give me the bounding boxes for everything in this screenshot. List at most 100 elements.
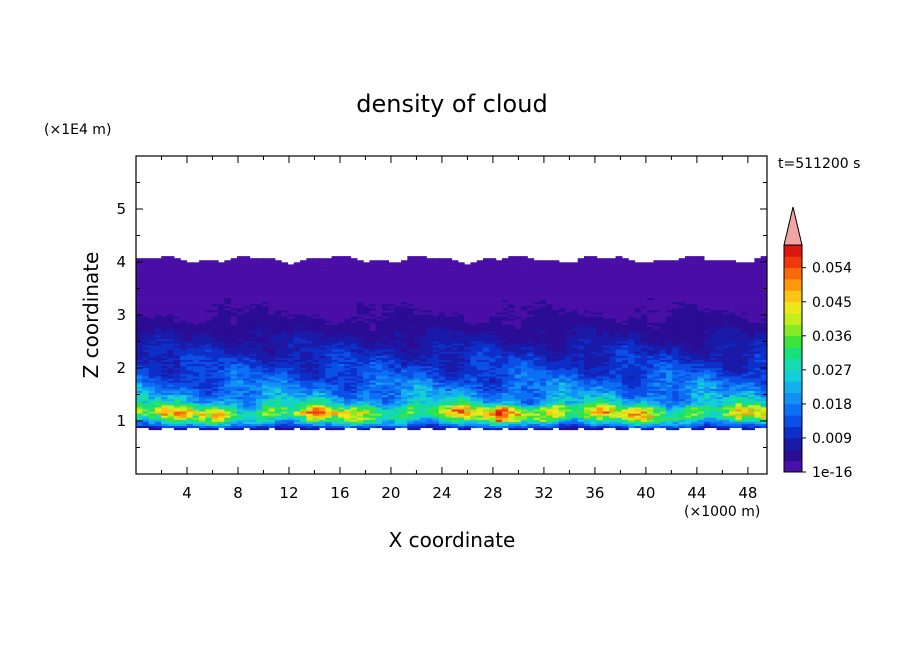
density-cell bbox=[262, 388, 270, 391]
density-cell bbox=[331, 309, 339, 313]
density-cell bbox=[419, 373, 427, 377]
density-cell bbox=[344, 264, 352, 268]
density-cell bbox=[192, 367, 200, 371]
density-cell bbox=[438, 309, 446, 313]
density-cell bbox=[464, 351, 472, 354]
density-cell bbox=[262, 423, 270, 426]
density-cell bbox=[230, 278, 238, 282]
density-cell bbox=[457, 280, 465, 284]
density-cell bbox=[464, 280, 472, 284]
density-cell bbox=[508, 388, 516, 391]
density-cell bbox=[243, 353, 251, 356]
density-cell bbox=[363, 361, 371, 365]
density-cell bbox=[464, 353, 472, 356]
density-cell bbox=[293, 379, 301, 383]
density-cell bbox=[173, 404, 181, 408]
density-cell bbox=[457, 318, 465, 321]
density-cell bbox=[180, 406, 188, 410]
density-cell bbox=[508, 311, 516, 315]
density-cell bbox=[312, 311, 320, 315]
density-cell bbox=[350, 307, 358, 311]
density-cell bbox=[230, 340, 238, 344]
density-cell bbox=[293, 367, 301, 371]
density-cell bbox=[192, 398, 200, 402]
density-cell bbox=[211, 359, 219, 362]
density-cell bbox=[274, 365, 282, 369]
density-cell bbox=[514, 425, 522, 429]
density-cell bbox=[236, 406, 244, 410]
density-cell bbox=[293, 299, 301, 303]
density-cell bbox=[230, 276, 238, 280]
density-cell bbox=[306, 328, 314, 332]
density-cell bbox=[230, 359, 238, 362]
density-cell bbox=[281, 332, 289, 336]
density-cell bbox=[413, 282, 421, 286]
density-cell bbox=[148, 285, 156, 288]
density-cell bbox=[413, 349, 421, 352]
density-cell bbox=[369, 390, 377, 393]
density-cell bbox=[413, 305, 421, 309]
density-cell bbox=[388, 361, 396, 365]
density-cell bbox=[344, 297, 352, 301]
density-cell bbox=[268, 410, 276, 414]
density-cell bbox=[205, 291, 213, 294]
density-cell bbox=[445, 377, 453, 381]
density-cell bbox=[154, 406, 162, 410]
density-cell bbox=[483, 392, 490, 396]
density-cell bbox=[419, 289, 427, 292]
density-cell bbox=[514, 392, 522, 396]
density-cell bbox=[407, 349, 415, 352]
density-cell bbox=[255, 287, 263, 290]
density-cell bbox=[224, 351, 232, 354]
density-cell bbox=[192, 328, 200, 332]
density-cell bbox=[514, 318, 522, 321]
density-cell bbox=[356, 285, 364, 288]
density-cell bbox=[407, 289, 415, 292]
density-cell bbox=[382, 367, 389, 371]
density-cell bbox=[407, 293, 415, 296]
density-cell bbox=[413, 421, 421, 424]
density-cell bbox=[413, 342, 421, 346]
density-cell bbox=[306, 313, 314, 317]
density-cell bbox=[451, 373, 459, 377]
density-cell bbox=[344, 357, 352, 360]
density-cell bbox=[268, 382, 276, 385]
density-cell bbox=[218, 334, 225, 338]
density-cell bbox=[375, 394, 383, 398]
density-cell bbox=[281, 398, 289, 402]
density-cell bbox=[350, 382, 358, 385]
density-cell bbox=[142, 371, 150, 375]
density-cell bbox=[489, 278, 497, 282]
density-cell bbox=[167, 392, 175, 396]
density-cell bbox=[331, 326, 339, 329]
density-cell bbox=[375, 423, 383, 426]
density-cell bbox=[476, 264, 484, 268]
density-cell bbox=[483, 295, 490, 298]
density-cell bbox=[268, 351, 276, 354]
density-cell bbox=[167, 270, 175, 274]
density-cell bbox=[363, 287, 371, 290]
density-cell bbox=[255, 320, 263, 323]
density-cell bbox=[148, 346, 156, 350]
density-cell bbox=[369, 328, 377, 332]
density-cell bbox=[325, 413, 333, 416]
density-cell bbox=[451, 324, 459, 327]
density-cell bbox=[356, 299, 364, 303]
density-cell bbox=[306, 268, 314, 272]
density-cell bbox=[401, 313, 408, 317]
density-cell bbox=[161, 375, 169, 379]
density-cell bbox=[356, 334, 364, 338]
density-cell bbox=[489, 421, 497, 424]
density-cell bbox=[394, 334, 402, 338]
density-cell bbox=[432, 318, 440, 321]
density-cell bbox=[363, 396, 371, 400]
density-cell bbox=[413, 361, 421, 365]
density-cell bbox=[180, 270, 188, 274]
density-cell bbox=[255, 305, 263, 309]
density-cell bbox=[394, 346, 402, 350]
density-cell bbox=[255, 427, 263, 431]
density-cell bbox=[413, 423, 421, 426]
density-cell bbox=[445, 264, 453, 268]
density-cell bbox=[274, 307, 282, 311]
density-cell bbox=[476, 390, 484, 393]
